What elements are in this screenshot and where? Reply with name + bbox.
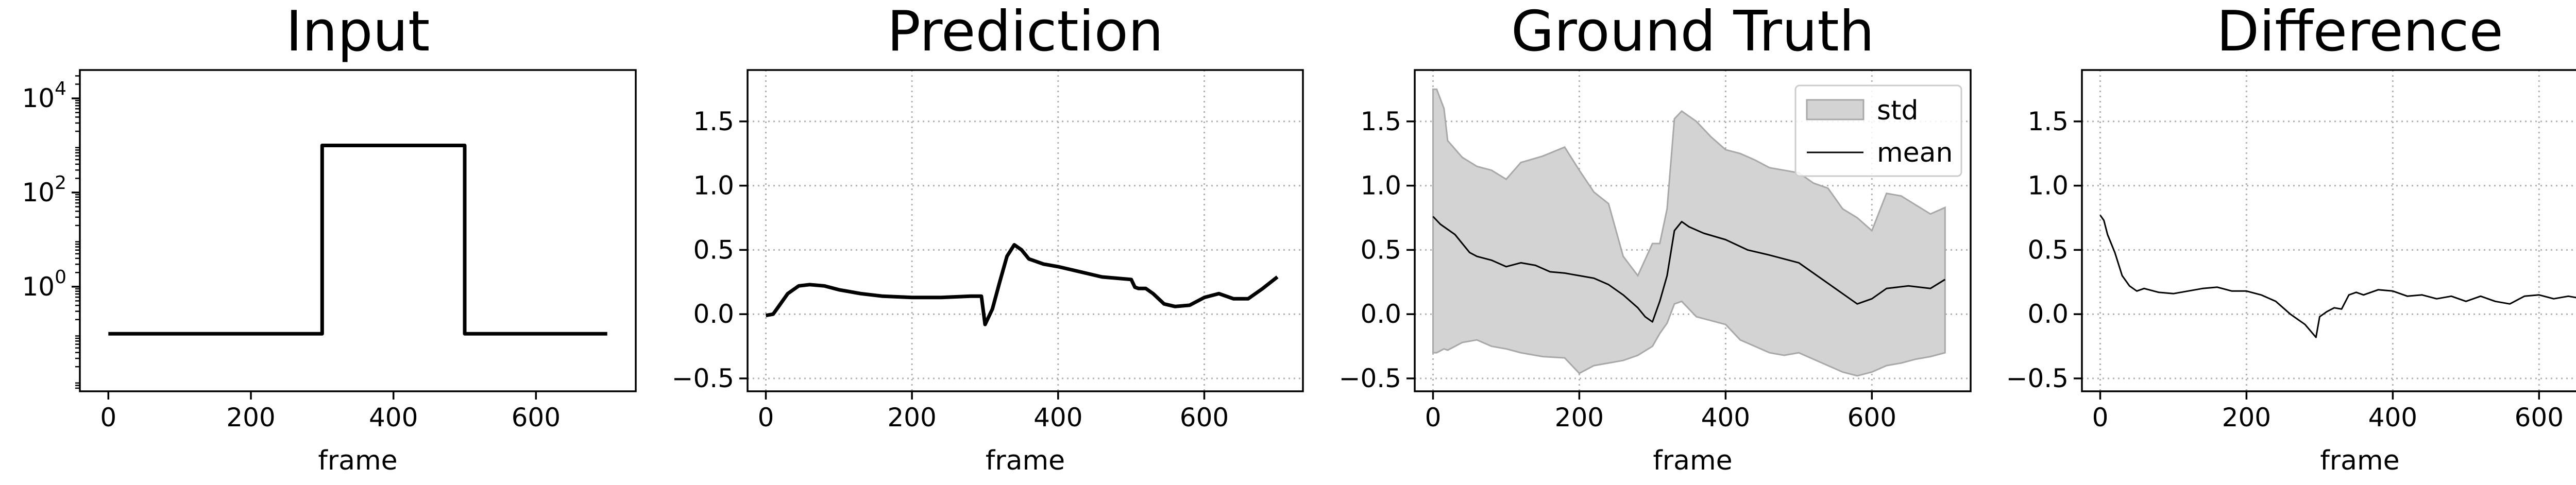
mean-line: [1432, 216, 1946, 323]
y-tick-label: 0.5: [693, 235, 734, 265]
std-band: [1432, 88, 1946, 377]
x-tick-label: 400: [369, 403, 418, 432]
y-tick-label: 1.5: [693, 107, 734, 136]
y-tick-label: 102: [22, 172, 66, 207]
y-tick-label: 104: [22, 78, 66, 113]
series-line-1: [108, 144, 607, 336]
x-tick-label: 600: [2515, 403, 2564, 432]
chart-panel-3: 0 200 400 600 −0.5 0.0 0.5 1.0 1.5 Ground Truth fr…: [1339, 0, 1972, 476]
y-tick-label: 0.0: [2027, 299, 2069, 329]
x-axis-label: frame: [2320, 445, 2399, 476]
axes-frame: [2081, 69, 2576, 392]
x-tick-label: 200: [2222, 403, 2271, 432]
y-tick-label: −0.5: [1339, 363, 1401, 393]
x-tick-label: 0: [100, 403, 116, 432]
legend-swatch-std: [1806, 99, 1865, 120]
y-tick-label: −0.5: [2006, 363, 2069, 393]
series-line-1: [2099, 215, 2576, 338]
legend: std mean: [1794, 84, 1962, 177]
x-tick-label: 0: [2092, 403, 2109, 432]
x-axis-label: frame: [318, 445, 397, 476]
x-tick-label: 600: [512, 403, 561, 432]
y-tick-label: 1.0: [2027, 171, 2069, 201]
y-tick-label: 100: [22, 267, 66, 302]
y-tick-label: 1.5: [1360, 107, 1401, 136]
x-tick-label: 400: [2368, 403, 2417, 432]
legend-label: std: [1877, 95, 1919, 126]
y-tick-label: 0.0: [693, 299, 734, 329]
chart-title: Ground Truth: [1511, 0, 1874, 64]
y-tick-label: 0.0: [1360, 299, 1401, 329]
x-tick-label: 0: [758, 403, 774, 432]
x-tick-label: 400: [1033, 403, 1082, 432]
chart-panel-2: 0 200 400 600 −0.5 0.0 0.5 1.0 1.5 Prediction fram…: [672, 0, 1304, 476]
y-tick-label: 1.0: [1360, 171, 1401, 201]
chart-title: Input: [286, 0, 430, 64]
x-tick-label: 600: [1180, 403, 1229, 432]
x-axis-label: frame: [986, 445, 1065, 476]
y-tick-label: 0.5: [2027, 235, 2069, 265]
chart-panel-4: 0 200 400 600 −0.5 0.0 0.5 1.0 1.5 Difference fram…: [2006, 0, 2576, 476]
chart-title: Prediction: [887, 0, 1164, 64]
axes-frame: [79, 69, 637, 392]
x-tick-label: 200: [226, 403, 275, 432]
axes-frame: [1414, 69, 1972, 392]
y-tick-label: 1.5: [2027, 107, 2069, 136]
y-tick-label: 1.0: [693, 171, 734, 201]
x-axis-label: frame: [1653, 445, 1732, 476]
x-tick-label: 0: [1425, 403, 1442, 432]
x-tick-label: 200: [887, 403, 936, 432]
axes-frame: [747, 69, 1304, 392]
x-tick-label: 600: [1848, 403, 1896, 432]
chart-title: Difference: [2216, 0, 2503, 64]
series-line-1: [765, 243, 1279, 326]
legend-label: mean: [1877, 137, 1953, 168]
chart-panel-1: 0 200 400 600 100 102 104 Input frame: [22, 0, 637, 476]
y-tick-label: 0.5: [1360, 235, 1401, 265]
y-tick-label: −0.5: [672, 363, 734, 393]
x-tick-label: 200: [1555, 403, 1604, 432]
x-tick-label: 400: [1701, 403, 1750, 432]
